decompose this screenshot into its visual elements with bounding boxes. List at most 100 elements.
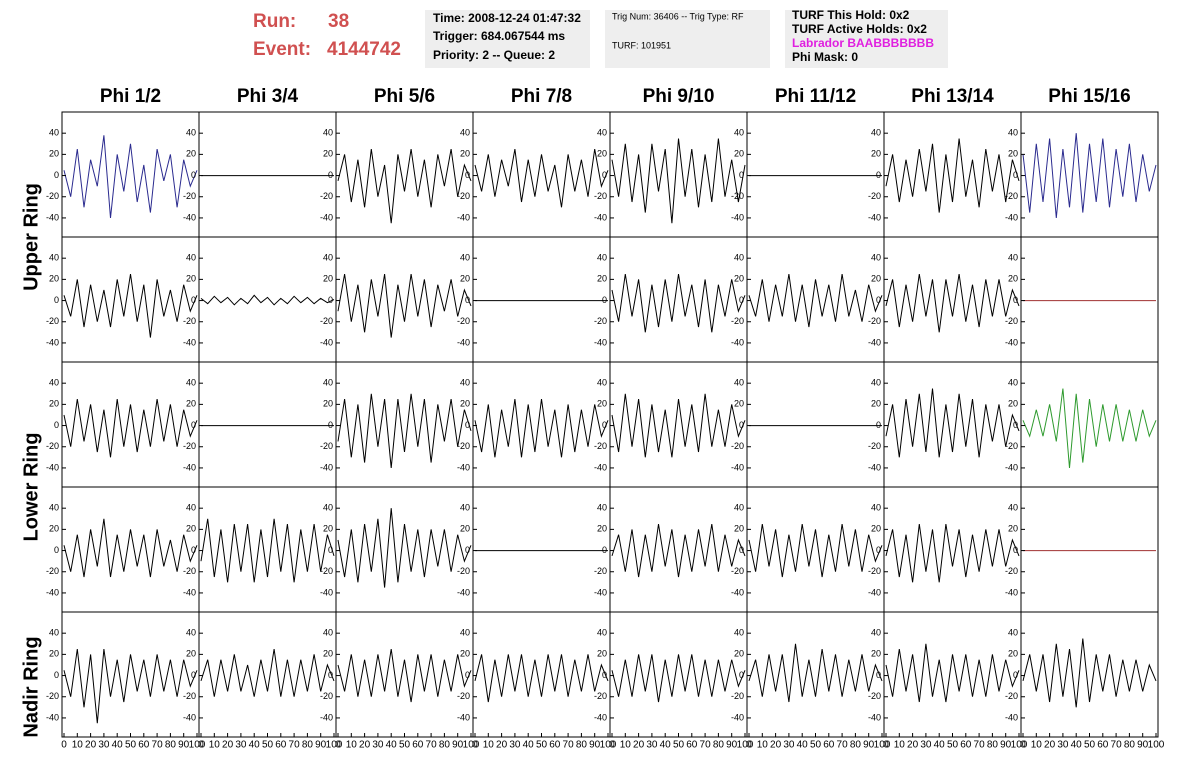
y-tick-label: -20	[594, 316, 607, 326]
y-tick-label: 40	[1008, 503, 1018, 513]
panel-frame	[609, 111, 748, 238]
x-tick-label: 70	[974, 740, 986, 751]
y-tick-label: -20	[1005, 691, 1018, 701]
y-tick-label: -40	[457, 337, 470, 347]
y-tick-label: 20	[1008, 649, 1018, 659]
waveform	[885, 388, 1020, 458]
y-tick-label: 20	[871, 399, 881, 409]
y-tick-label: 0	[328, 420, 333, 430]
x-tick-label: 20	[770, 740, 782, 751]
y-tick-label: -40	[320, 462, 333, 472]
waveform	[63, 399, 198, 458]
column-title: Phi 5/6	[374, 86, 435, 107]
waveform	[63, 135, 198, 218]
y-tick-label: -20	[731, 691, 744, 701]
y-tick-label: -40	[46, 212, 59, 222]
y-tick-label: -20	[320, 566, 333, 576]
y-tick-label: -40	[594, 337, 607, 347]
y-tick-label: 40	[460, 628, 470, 638]
y-tick-label: 0	[602, 170, 607, 180]
x-tick-label: 10	[72, 740, 84, 751]
x-tick-label: 20	[633, 740, 645, 751]
waveform	[611, 524, 746, 578]
waveform	[611, 654, 746, 703]
y-tick-label: 20	[49, 149, 59, 159]
x-tick-label: 60	[686, 740, 698, 751]
y-tick-label: -40	[457, 712, 470, 722]
info-text: Labrador BAABBBBBBB	[792, 36, 934, 50]
x-tick-label: 40	[523, 740, 535, 751]
y-tick-label: -20	[457, 566, 470, 576]
waveform	[337, 393, 472, 468]
x-tick-label: 50	[262, 740, 274, 751]
y-tick-label: -20	[868, 441, 881, 451]
x-tick-label: 0	[883, 740, 889, 751]
y-tick-label: 20	[597, 274, 607, 284]
x-tick-label: 30	[646, 740, 658, 751]
panel-frame	[198, 611, 337, 738]
y-tick-label: 20	[734, 399, 744, 409]
x-tick-label: 60	[960, 740, 972, 751]
y-tick-label: 0	[191, 170, 196, 180]
y-tick-label: 40	[460, 253, 470, 263]
y-tick-label: 0	[54, 170, 59, 180]
y-tick-label: -40	[46, 587, 59, 597]
y-tick-label: -40	[320, 712, 333, 722]
y-tick-label: 0	[191, 420, 196, 430]
y-tick-label: 20	[186, 274, 196, 284]
info-text: Time: 2008-12-24 01:47:32	[433, 11, 581, 25]
y-tick-label: -40	[1005, 462, 1018, 472]
y-tick-label: 0	[328, 545, 333, 555]
y-tick-label: 40	[734, 128, 744, 138]
waveform	[63, 274, 198, 338]
info-text: TURF This Hold: 0x2	[792, 8, 910, 22]
waveform	[885, 274, 1020, 333]
y-tick-label: -40	[868, 337, 881, 347]
y-tick-label: -20	[183, 316, 196, 326]
y-tick-label: 20	[1008, 399, 1018, 409]
x-tick-label: 40	[797, 740, 809, 751]
panel-frame	[61, 611, 200, 738]
y-tick-label: 0	[739, 420, 744, 430]
x-tick-label: 40	[386, 740, 398, 751]
y-tick-label: 20	[734, 649, 744, 659]
y-tick-label: 40	[597, 253, 607, 263]
y-tick-label: -20	[1005, 566, 1018, 576]
waveform	[1022, 133, 1157, 218]
column-title: Phi 11/12	[775, 86, 856, 107]
y-tick-label: 20	[597, 524, 607, 534]
panel-frame	[883, 611, 1022, 738]
y-tick-label: 0	[1013, 670, 1018, 680]
y-tick-label: 20	[49, 274, 59, 284]
y-tick-label: -20	[731, 316, 744, 326]
y-tick-label: 20	[597, 649, 607, 659]
panel-frame	[1020, 611, 1159, 738]
event-number: 4144742	[327, 39, 401, 60]
y-tick-label: -20	[1005, 191, 1018, 201]
y-tick-label: 20	[49, 649, 59, 659]
x-tick-label: 30	[98, 740, 110, 751]
y-tick-label: 0	[465, 670, 470, 680]
y-tick-label: 0	[739, 545, 744, 555]
x-tick-label: 90	[178, 740, 190, 751]
y-tick-label: -20	[594, 691, 607, 701]
y-tick-label: -40	[868, 712, 881, 722]
x-tick-label: 90	[315, 740, 327, 751]
x-tick-label: 90	[452, 740, 464, 751]
y-tick-label: 20	[186, 649, 196, 659]
y-tick-label: 0	[602, 420, 607, 430]
y-tick-label: -20	[46, 566, 59, 576]
panel-frame	[746, 361, 885, 488]
y-tick-label: 20	[323, 649, 333, 659]
info-box	[605, 10, 770, 68]
panel-frame	[472, 361, 611, 488]
x-tick-label: 40	[1071, 740, 1083, 751]
x-tick-label: 70	[563, 740, 575, 751]
x-tick-label: 60	[823, 740, 835, 751]
y-tick-label: -20	[457, 691, 470, 701]
x-tick-label: 50	[125, 740, 137, 751]
waveform	[474, 399, 609, 458]
y-tick-label: -40	[731, 337, 744, 347]
column-title: Phi 3/4	[237, 86, 299, 107]
y-tick-label: -40	[1005, 712, 1018, 722]
